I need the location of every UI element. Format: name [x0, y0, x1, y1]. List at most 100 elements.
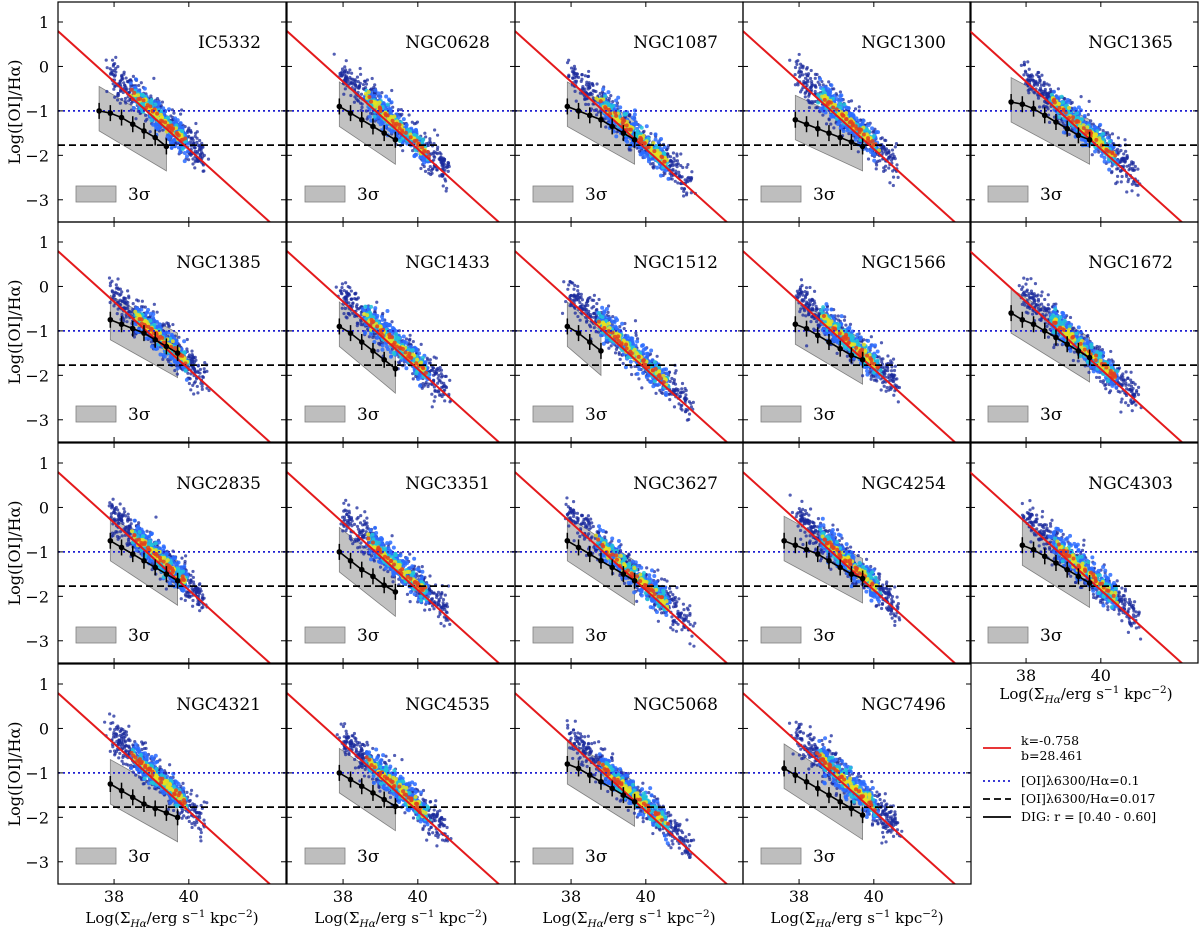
dig-point	[393, 803, 399, 809]
dig-point	[587, 772, 593, 778]
dig-point	[1031, 106, 1037, 112]
y-tick-label: −3	[25, 191, 49, 210]
galaxy-name: NGC1433	[405, 253, 490, 273]
legend-item-dig: DIG: r = [0.40 - 0.60]	[983, 809, 1156, 824]
dig-point	[609, 786, 615, 792]
fit-line	[58, 472, 286, 678]
sigma-swatch	[305, 186, 345, 202]
y-axis-label: Log([OI]/Hα)	[5, 279, 24, 384]
dig-point	[576, 766, 582, 772]
dig-point	[1042, 113, 1048, 119]
sigma-label: 3σ	[128, 626, 151, 646]
dig-point	[609, 565, 615, 571]
dig-point	[175, 578, 181, 584]
dig-point	[141, 128, 147, 134]
dig-point	[152, 337, 158, 343]
sigma-label: 3σ	[1040, 405, 1063, 425]
dig-point	[598, 558, 604, 564]
galaxy-name: NGC1300	[861, 33, 946, 53]
dig-point	[348, 777, 354, 783]
dig-point	[370, 574, 376, 580]
galaxy-name: NGC1512	[633, 253, 718, 273]
dig-point	[621, 130, 627, 136]
dig-point	[164, 344, 170, 350]
x-axis-label: Log(ΣHα/erg s−1 kpc−2)	[999, 684, 1172, 706]
dig-point	[621, 571, 627, 577]
dig-point	[815, 333, 821, 339]
dig-point	[793, 117, 799, 123]
y-axis-label: Log([OI]/Hα)	[5, 721, 24, 826]
dig-point	[1087, 580, 1093, 586]
y-tick-label: 0	[39, 57, 49, 76]
sigma-label: 3σ	[1040, 185, 1063, 205]
dig-point	[348, 110, 354, 116]
sigma-label: 3σ	[585, 185, 608, 205]
galaxy-name: NGC3351	[405, 474, 490, 494]
dig-point	[815, 126, 821, 132]
dig-point	[130, 551, 136, 557]
dig-point	[804, 121, 810, 127]
dig-point	[781, 766, 787, 772]
y-tick-label: 0	[39, 498, 49, 517]
dig-point	[152, 135, 158, 141]
panel-ngc1365: 3σ NGC1365	[970, 2, 1198, 237]
dig-point	[587, 339, 593, 345]
galaxy-name: NGC4321	[176, 695, 261, 715]
y-tick-label: 1	[39, 13, 49, 32]
sigma-swatch	[761, 848, 801, 864]
sigma-swatch	[761, 186, 801, 202]
sigma-label: 3σ	[128, 847, 151, 867]
galaxy-name: IC5332	[198, 33, 261, 53]
galaxy-name: NGC1672	[1088, 253, 1173, 273]
dig-point	[576, 330, 582, 336]
dig-point	[141, 330, 147, 336]
galaxy-name: NGC0628	[405, 33, 490, 53]
y-tick-label: 0	[39, 719, 49, 738]
fit-line	[287, 693, 515, 899]
dig-point	[781, 538, 787, 544]
dig-point	[130, 795, 136, 801]
fit-line	[515, 472, 743, 678]
dig-point	[598, 117, 604, 123]
dig-point	[359, 339, 365, 345]
dig-point	[815, 551, 821, 557]
sigma-label: 3σ	[585, 626, 608, 646]
dig-point	[849, 571, 855, 577]
dig-point	[1053, 560, 1059, 566]
dig-point	[1020, 542, 1026, 548]
dig-point	[1064, 341, 1070, 347]
dig-point	[1042, 554, 1048, 560]
galaxy-name: NGC7496	[861, 695, 946, 715]
fit-line	[970, 472, 1198, 678]
galaxy-name: NGC1365	[1088, 33, 1173, 53]
galaxy-name: NGC2835	[176, 474, 261, 494]
fit-line	[58, 251, 286, 457]
dig-point	[793, 772, 799, 778]
legend-item-oi0017: [OI]λ6300/Hα=0.017	[983, 791, 1156, 806]
dig-point	[609, 124, 615, 130]
y-tick-label: 0	[39, 277, 49, 296]
sigma-swatch	[533, 186, 573, 202]
x-tick-label: 40	[179, 887, 199, 906]
sigma-swatch	[761, 406, 801, 422]
y-tick-label: −2	[25, 146, 49, 165]
dig-point	[598, 779, 604, 785]
sigma-swatch	[988, 627, 1028, 643]
galaxy-name: NGC4535	[405, 695, 490, 715]
sigma-label: 3σ	[585, 847, 608, 867]
dig-point	[826, 130, 832, 136]
dig-point	[130, 121, 136, 127]
y-tick-label: 1	[39, 233, 49, 252]
dig-point	[152, 806, 158, 812]
dig-point	[164, 810, 170, 816]
dig-point	[370, 790, 376, 796]
dig-point	[621, 792, 627, 798]
dig-point	[381, 582, 387, 588]
sigma-swatch	[533, 848, 573, 864]
dig-point	[632, 137, 638, 143]
x-tick-label: 40	[1091, 666, 1111, 685]
